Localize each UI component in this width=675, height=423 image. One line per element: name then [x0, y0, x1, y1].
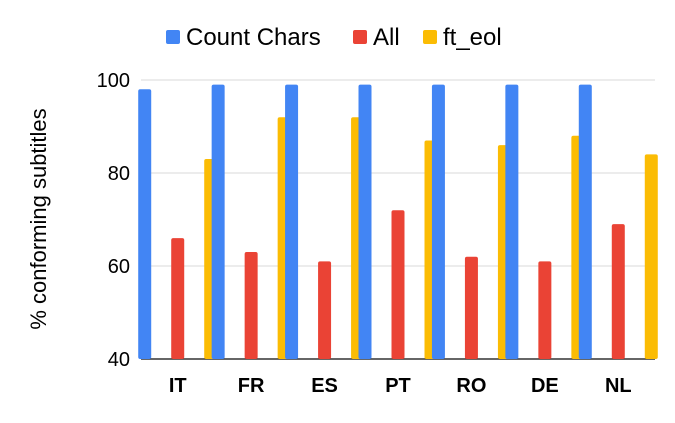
bar-de-count-chars — [505, 84, 519, 360]
x-tick-label: ES — [311, 375, 338, 397]
legend-swatch — [423, 30, 437, 44]
x-tick-label: IT — [169, 375, 187, 397]
bar-nl-count-chars — [578, 84, 592, 360]
y-tick-label: 60 — [108, 256, 130, 278]
x-tick-label: PT — [385, 375, 411, 397]
legend-swatch — [353, 30, 367, 44]
y-tick-label: 80 — [108, 163, 130, 185]
bars — [138, 84, 658, 360]
bar-it-count-chars — [138, 89, 152, 360]
bar-nl-ft-eol — [644, 154, 658, 359]
bar-fr-count-chars — [211, 84, 225, 360]
legend: Count Chars All ft_eol — [166, 24, 502, 51]
x-tick-label: FR — [238, 375, 265, 397]
legend-label: ft_eol — [443, 24, 502, 51]
bar-de-all — [538, 261, 552, 359]
x-tick-label: DE — [531, 375, 559, 397]
y-tick-label: 100 — [97, 70, 130, 92]
bar-es-all — [318, 261, 332, 359]
bar-fr-all — [244, 252, 258, 359]
y-tick-label: 40 — [108, 349, 130, 371]
legend-label: Count Chars — [186, 24, 321, 51]
bar-it-all — [171, 238, 185, 359]
bar-nl-all — [611, 224, 625, 359]
y-axis-label: % conforming subtitles — [26, 108, 51, 329]
x-tick-label: NL — [605, 375, 632, 397]
legend-label: All — [373, 24, 400, 51]
bar-pt-count-chars — [358, 84, 372, 360]
bar-ro-all — [464, 256, 478, 359]
legend-swatch — [166, 30, 180, 44]
bar-es-count-chars — [285, 84, 299, 360]
x-tick-label: RO — [456, 375, 486, 397]
y-axis-ticks: 40 60 80 100 — [97, 70, 130, 371]
bar-ro-count-chars — [431, 84, 445, 360]
x-axis-ticks: IT FR ES PT RO DE NL — [169, 375, 632, 397]
bar-pt-all — [391, 210, 405, 359]
